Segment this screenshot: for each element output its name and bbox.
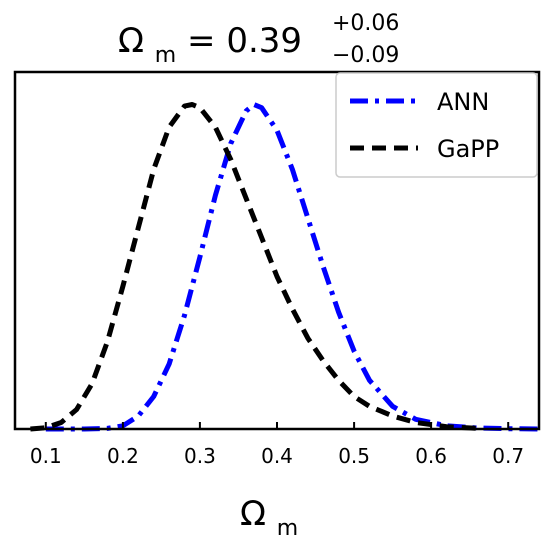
x-tick-label: 0.6 xyxy=(415,444,447,468)
series-line-gapp xyxy=(30,102,478,432)
x-tick-label: 0.2 xyxy=(107,444,139,468)
x-axis-label: Ω m xyxy=(240,494,298,539)
x-tick-label: 0.7 xyxy=(492,444,524,468)
x-axis-ticks: 0.1 0.2 0.3 0.4 0.5 0.6 0.7 xyxy=(30,422,524,468)
xlabel-subscript: m xyxy=(277,516,298,539)
x-tick-label: 0.5 xyxy=(338,444,370,468)
x-tick-label: 0.3 xyxy=(184,444,216,468)
title-value: = 0.39 xyxy=(187,21,302,61)
title-lower-error: −0.09 xyxy=(332,43,399,68)
legend: ANN GaPP xyxy=(335,72,538,178)
title-omega: Ω xyxy=(118,21,144,61)
xlabel-omega: Ω xyxy=(240,494,266,534)
x-tick-label: 0.4 xyxy=(261,444,293,468)
x-tick-label: 0.1 xyxy=(30,444,62,468)
chart-title: Ω m = 0.39 xyxy=(118,21,302,71)
series-curves xyxy=(30,102,540,432)
title-upper-error: +0.06 xyxy=(332,11,399,36)
plot-area: 0.1 0.2 0.3 0.4 0.5 0.6 0.7 xyxy=(13,70,541,468)
legend-label-gapp: GaPP xyxy=(437,135,499,163)
legend-label-ann: ANN xyxy=(437,88,489,116)
series-line-ann xyxy=(45,102,540,432)
title-subscript: m xyxy=(155,43,176,68)
